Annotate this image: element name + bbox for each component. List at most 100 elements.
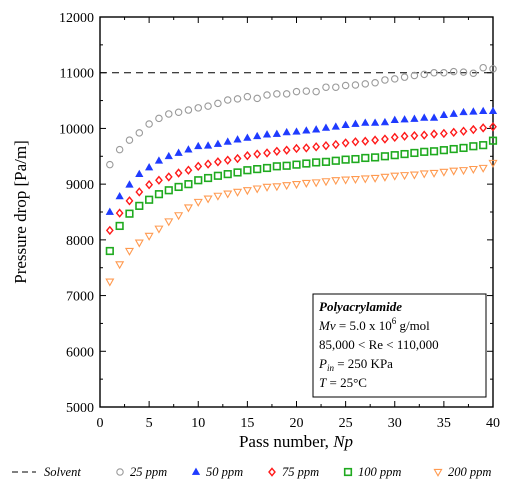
data-point <box>429 113 439 121</box>
data-point <box>174 168 183 178</box>
data-point <box>174 182 183 192</box>
x-tick-label: 40 <box>486 416 500 431</box>
annotation-title: Polyacrylamide <box>319 299 402 314</box>
data-point <box>351 81 360 89</box>
data-point <box>479 63 487 72</box>
data-point <box>429 169 439 178</box>
data-point <box>312 87 320 96</box>
data-point <box>154 156 164 164</box>
data-point <box>194 176 203 185</box>
data-point <box>370 118 380 126</box>
y-tick-label: 6000 <box>66 345 94 360</box>
data-point <box>430 129 438 139</box>
data-point <box>479 123 488 133</box>
series-3 <box>105 136 498 256</box>
data-point <box>282 182 292 191</box>
y-tick-label: 10000 <box>59 122 94 137</box>
data-point <box>145 120 153 128</box>
data-point <box>459 68 468 76</box>
data-point <box>252 185 262 194</box>
data-point <box>194 161 203 172</box>
data-point <box>115 191 124 200</box>
data-point <box>262 130 272 138</box>
data-point <box>420 70 428 79</box>
x-axis-ticks: 0 5 10 15 20 25 30 35 40 <box>97 17 500 431</box>
data-point <box>361 80 370 88</box>
data-point <box>105 246 114 256</box>
data-point <box>144 232 154 241</box>
data-point <box>233 153 242 164</box>
data-point <box>184 106 193 114</box>
data-point <box>420 147 429 156</box>
data-point <box>164 172 173 182</box>
data-point <box>459 107 468 116</box>
data-point <box>390 132 399 143</box>
x-tick-label: 35 <box>437 416 451 431</box>
data-point <box>105 278 115 287</box>
data-point <box>135 129 144 137</box>
data-point <box>341 120 350 128</box>
data-point <box>410 71 419 80</box>
series-1 <box>105 106 498 215</box>
annotation-temp: T = 25°C <box>319 375 367 390</box>
data-point <box>380 173 390 182</box>
data-point <box>213 157 222 167</box>
data-point <box>292 143 301 154</box>
data-point <box>312 158 321 167</box>
series-0 <box>106 63 497 169</box>
x-tick-label: 5 <box>146 416 153 431</box>
x-axis-title: Pass number, Np <box>239 432 353 451</box>
data-point <box>370 174 380 183</box>
data-point <box>488 136 498 145</box>
data-point <box>459 126 468 136</box>
data-point <box>272 129 281 137</box>
legend-marker <box>116 468 124 476</box>
data-point <box>263 91 271 99</box>
data-point <box>272 162 281 171</box>
data-point <box>282 127 291 136</box>
data-point <box>154 190 164 199</box>
data-point <box>272 183 282 192</box>
data-point <box>331 156 340 165</box>
data-point <box>439 146 448 155</box>
data-point <box>272 146 281 156</box>
data-point <box>292 127 301 135</box>
data-point <box>145 180 154 190</box>
data-point <box>183 204 193 213</box>
data-point <box>184 180 193 189</box>
data-point <box>371 78 379 87</box>
data-point <box>243 133 252 141</box>
data-point <box>262 163 272 173</box>
data-point <box>488 106 498 115</box>
data-point <box>322 83 330 91</box>
data-point <box>321 157 331 166</box>
data-point <box>223 190 233 199</box>
data-point <box>233 135 242 143</box>
data-point <box>174 108 183 117</box>
data-point <box>440 68 448 77</box>
data-point <box>468 165 478 175</box>
x-tick-label: 25 <box>339 416 353 431</box>
data-point <box>312 125 321 133</box>
data-point <box>331 122 340 130</box>
data-point <box>214 99 222 108</box>
data-point <box>184 165 193 175</box>
data-point <box>420 113 429 121</box>
data-point <box>155 175 163 185</box>
data-point <box>439 128 448 139</box>
data-point <box>331 139 340 150</box>
data-point <box>400 73 409 81</box>
y-tick-label: 9000 <box>66 178 94 193</box>
data-point <box>420 130 429 140</box>
x-tick-label: 20 <box>290 416 304 431</box>
data-point <box>331 177 341 186</box>
data-point <box>135 187 144 197</box>
data-point <box>489 122 497 132</box>
data-point <box>430 68 438 77</box>
data-point <box>449 109 458 117</box>
data-point <box>351 119 360 127</box>
annotation-pin: Pin = 250 KPa <box>318 356 393 373</box>
data-point <box>204 159 212 169</box>
data-point <box>332 83 340 91</box>
data-point <box>282 90 291 98</box>
